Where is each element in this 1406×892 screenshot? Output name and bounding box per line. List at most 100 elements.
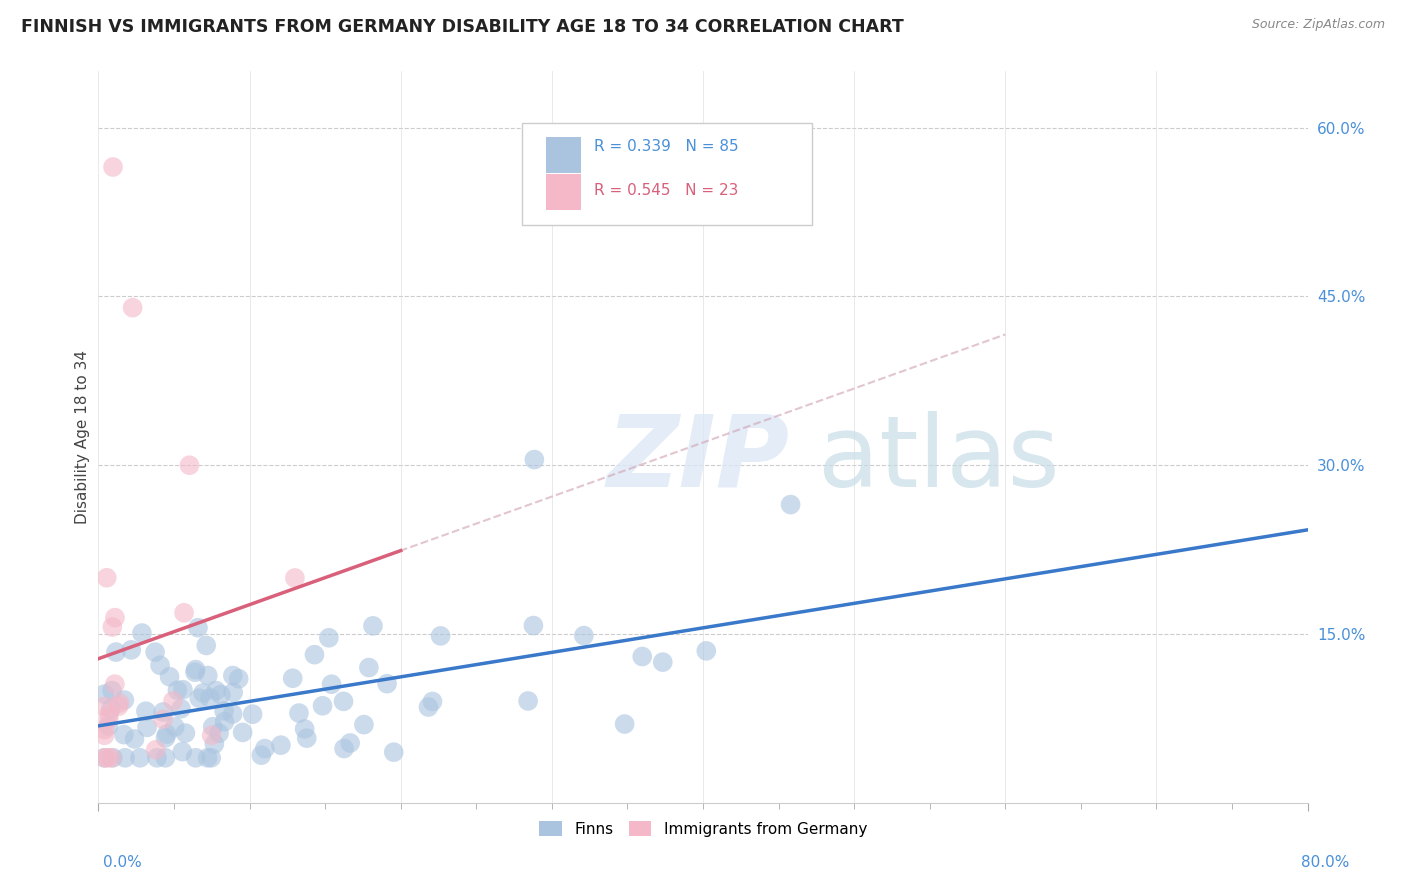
Point: [191, 686, 214, 700]
Point: [270, 738, 292, 752]
Point: [174, 726, 197, 740]
Point: [100, 702, 122, 716]
Point: [281, 671, 304, 685]
Point: [120, 643, 142, 657]
Point: [124, 731, 146, 746]
Point: [779, 498, 801, 512]
Point: [187, 621, 209, 635]
Legend: Finns, Immigrants from Germany: Finns, Immigrants from Germany: [533, 814, 873, 843]
Point: [184, 751, 207, 765]
Point: [242, 707, 264, 722]
Point: [112, 728, 135, 742]
Point: [222, 668, 245, 682]
Point: [93, 687, 115, 701]
Point: [522, 618, 544, 632]
Point: [97, 719, 120, 733]
Point: [695, 644, 717, 658]
Point: [156, 727, 179, 741]
Point: [613, 717, 636, 731]
Point: [212, 704, 235, 718]
Point: [200, 751, 222, 765]
Point: [318, 631, 340, 645]
Point: [202, 737, 225, 751]
Point: [375, 676, 398, 690]
Text: ZIP: ZIP: [606, 410, 789, 508]
Point: [232, 725, 254, 739]
Text: FINNISH VS IMMIGRANTS FROM GERMANY DISABILITY AGE 18 TO 34 CORRELATION CHART: FINNISH VS IMMIGRANTS FROM GERMANY DISAB…: [21, 18, 904, 36]
FancyBboxPatch shape: [546, 137, 581, 173]
Point: [523, 452, 546, 467]
Point: [201, 728, 224, 742]
FancyBboxPatch shape: [522, 122, 811, 225]
Point: [96, 571, 118, 585]
Point: [162, 694, 184, 708]
Point: [129, 751, 152, 765]
Point: [517, 694, 540, 708]
Point: [101, 160, 124, 174]
Point: [339, 736, 361, 750]
Point: [145, 743, 167, 757]
Point: [107, 699, 129, 714]
Point: [112, 693, 135, 707]
Point: [361, 619, 384, 633]
Text: R = 0.339   N = 85: R = 0.339 N = 85: [595, 139, 738, 154]
Point: [422, 694, 444, 708]
Point: [172, 745, 194, 759]
Point: [214, 714, 236, 729]
Point: [418, 700, 440, 714]
Point: [101, 620, 124, 634]
Point: [101, 683, 124, 698]
Point: [97, 712, 120, 726]
Point: [146, 751, 169, 765]
Point: [208, 726, 231, 740]
Text: 80.0%: 80.0%: [1302, 855, 1350, 870]
Text: 0.0%: 0.0%: [103, 855, 142, 870]
Point: [173, 606, 195, 620]
Point: [631, 649, 654, 664]
Point: [222, 685, 245, 699]
Point: [429, 629, 451, 643]
Point: [136, 720, 159, 734]
Point: [166, 683, 188, 698]
Point: [295, 731, 318, 745]
Point: [155, 751, 177, 765]
Point: [179, 458, 201, 473]
Point: [143, 645, 166, 659]
Point: [651, 655, 673, 669]
Text: Source: ZipAtlas.com: Source: ZipAtlas.com: [1251, 18, 1385, 31]
Point: [184, 665, 207, 680]
Point: [104, 677, 127, 691]
Point: [93, 723, 115, 737]
Point: [188, 691, 211, 706]
Y-axis label: Disability Age 18 to 34: Disability Age 18 to 34: [75, 350, 90, 524]
Point: [135, 704, 157, 718]
Point: [152, 705, 174, 719]
Point: [332, 694, 354, 708]
Point: [98, 707, 121, 722]
Point: [353, 717, 375, 731]
Point: [221, 706, 243, 721]
Point: [311, 698, 333, 713]
Point: [201, 720, 224, 734]
Text: atlas: atlas: [818, 410, 1060, 508]
Point: [93, 751, 115, 765]
Point: [195, 639, 218, 653]
Point: [382, 745, 405, 759]
Point: [152, 712, 174, 726]
Point: [100, 751, 122, 765]
Text: R = 0.545   N = 23: R = 0.545 N = 23: [595, 183, 738, 198]
Point: [114, 751, 136, 765]
Point: [184, 663, 207, 677]
Point: [198, 691, 221, 706]
Point: [159, 670, 181, 684]
Point: [101, 751, 124, 765]
Point: [333, 741, 356, 756]
Point: [121, 301, 143, 315]
Point: [572, 629, 595, 643]
FancyBboxPatch shape: [546, 175, 581, 211]
Point: [250, 748, 273, 763]
Point: [209, 688, 232, 702]
Point: [170, 702, 193, 716]
Point: [357, 660, 380, 674]
Point: [197, 668, 219, 682]
